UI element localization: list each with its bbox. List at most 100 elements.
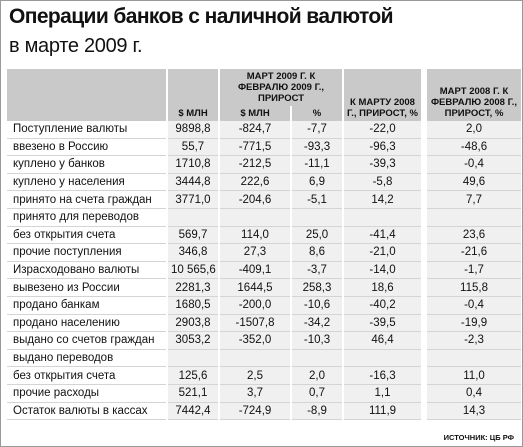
- cell: 111,9: [342, 402, 422, 421]
- cell: 1644,5: [218, 278, 291, 297]
- row-label: без открытия счета: [7, 226, 167, 245]
- table-row: куплено у банков 1710,8 -212,5 -11,1 -39,3 -0…: [7, 155, 522, 174]
- cell: -5,8: [342, 173, 422, 192]
- table-row: Израсходовано валюты 10 565,6 -409,1 -3,7 -1…: [7, 261, 522, 280]
- table-row: принято для переводов: [7, 208, 522, 227]
- row-label: продано банкам: [7, 296, 167, 315]
- gap: [421, 208, 427, 227]
- cell: 7442,4: [166, 402, 219, 421]
- cell: -8,9: [289, 402, 344, 421]
- gap: [421, 155, 427, 174]
- cell: 569,7: [166, 226, 219, 245]
- cell: -11,1: [289, 155, 344, 174]
- cell: -22,0: [342, 121, 422, 139]
- cell: -10,6: [289, 296, 344, 315]
- cell: 2,0: [289, 366, 344, 385]
- cell: -212,5: [218, 155, 291, 174]
- cell: [218, 349, 291, 368]
- cell: 2,5: [218, 366, 291, 385]
- cell: -96,3: [342, 138, 422, 157]
- row-label: Израсходовано валюты: [7, 261, 167, 280]
- cell: -0,4: [425, 296, 522, 315]
- table-row: без открытия счета 569,7 114,0 25,0 -41,4 23,…: [7, 226, 522, 245]
- cell: 10 565,6: [166, 261, 219, 280]
- cell: -204,6: [218, 190, 291, 209]
- cell: 23,6: [425, 226, 522, 245]
- cell: -48,6: [425, 138, 522, 157]
- cell: 258,3: [289, 278, 344, 297]
- cell: 46,4: [342, 331, 422, 350]
- cell: 3771,0: [166, 190, 219, 209]
- table-row: выдано со счетов граждан 3053,2 -352,0 -10,…: [7, 331, 522, 350]
- table-row: прочие расходы 521,1 3,7 0,7 1,1 0,4: [7, 384, 522, 403]
- cell: 6,9: [289, 173, 344, 192]
- row-label: принято для переводов: [7, 208, 167, 227]
- cell: 3,7: [218, 384, 291, 403]
- column-header: %: [289, 106, 344, 121]
- cell: -724,9: [218, 402, 291, 421]
- gap: [421, 366, 427, 385]
- table-row: вывезено из России 2281,3 1644,5 258,3 18,6 1…: [7, 278, 522, 297]
- row-label: Остаток валюты в кассах: [7, 402, 167, 421]
- cell: -824,7: [218, 121, 291, 139]
- cell: [425, 349, 522, 368]
- row-label: принято на счета граждан: [7, 190, 167, 209]
- cell: -352,0: [218, 331, 291, 350]
- table-row: ввезено в Россию 55,7 -771,5 -93,3 -96,3 -48,…: [7, 138, 522, 157]
- cell: -16,3: [342, 366, 422, 385]
- cell: 125,6: [166, 366, 219, 385]
- cell: 7,7: [425, 190, 522, 209]
- cell: -41,4: [342, 226, 422, 245]
- subtitle: в марте 2009 г.: [9, 35, 143, 57]
- cell: -5,1: [289, 190, 344, 209]
- row-label: куплено у банков: [7, 155, 167, 174]
- cell: -3,7: [289, 261, 344, 280]
- cell: 1680,5: [166, 296, 219, 315]
- cell: 55,7: [166, 138, 219, 157]
- gap: [421, 261, 427, 279]
- cell: 3053,2: [166, 331, 219, 350]
- column-group-header: МАРТ 2009 Г. К ФЕВРАЛЮ 2009 Г., ПРИРОСТ: [217, 69, 344, 106]
- cell: [342, 349, 422, 368]
- cell: [425, 208, 522, 227]
- column-header: МАРТ 2008 Г. К ФЕВРАЛЮ 2008 Г., ПРИРОСТ,…: [425, 69, 522, 121]
- cell: 11,0: [425, 366, 522, 385]
- data-table: $ МЛН МАРТ 2009 Г. К ФЕВРАЛЮ 2009 Г., ПР…: [7, 69, 522, 421]
- table-row: куплено у населения 3444,8 222,6 6,9 -5,8 49,…: [7, 173, 522, 192]
- row-label: без открытия счета: [7, 366, 167, 385]
- cell: -1,7: [425, 261, 522, 280]
- gap: [421, 121, 427, 139]
- row-label: выдано со счетов граждан: [7, 331, 167, 350]
- cell: 521,1: [166, 384, 219, 403]
- cell: -39,5: [342, 314, 422, 333]
- gap: [421, 138, 427, 156]
- gap: [421, 278, 427, 297]
- cell: 2,0: [425, 121, 522, 139]
- gap: [421, 331, 427, 350]
- cell: 18,6: [342, 278, 422, 297]
- table-row: выдано переводов: [7, 349, 522, 368]
- cell: 2281,3: [166, 278, 219, 297]
- table-row: Остаток валюты в кассах 7442,4 -724,9 -8,9 1…: [7, 402, 522, 421]
- cell: -771,5: [218, 138, 291, 157]
- cell: 8,6: [289, 243, 344, 262]
- cell: 115,8: [425, 278, 522, 297]
- column-header: $ МЛН: [166, 69, 219, 121]
- cell: -19,9: [425, 314, 522, 333]
- cell: [166, 349, 219, 368]
- cell: -200,0: [218, 296, 291, 315]
- cell: [166, 208, 219, 227]
- column-header: $ МЛН: [218, 106, 291, 121]
- gap: [421, 243, 427, 262]
- cell: 1,1: [342, 384, 422, 403]
- cell: 14,3: [425, 402, 522, 421]
- gap: [421, 296, 427, 315]
- source: ИСТОЧНИК: ЦБ РФ: [443, 433, 514, 442]
- cell: -14,0: [342, 261, 422, 280]
- row-label: прочие расходы: [7, 384, 167, 403]
- gap: [421, 402, 427, 420]
- gap: [421, 173, 427, 191]
- cell: 14,2: [342, 190, 422, 209]
- cell: -40,2: [342, 296, 422, 315]
- row-label: ввезено в Россию: [7, 138, 167, 157]
